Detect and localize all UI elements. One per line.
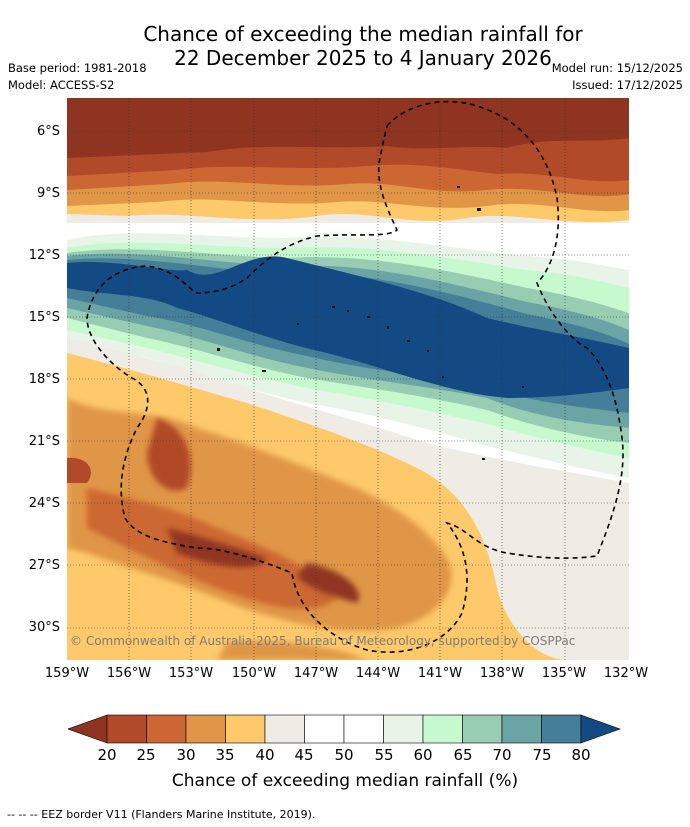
colorbar-cell	[225, 714, 266, 744]
lon-label: 138°W	[479, 666, 525, 681]
colorbar-cell	[106, 714, 147, 744]
lat-label: 21°S	[28, 434, 60, 449]
colorbar-tick: 50	[334, 746, 354, 764]
lon-label: 144°W	[355, 666, 401, 681]
lat-label: 18°S	[28, 372, 60, 387]
lat-label: 24°S	[28, 496, 60, 511]
lat-label: 9°S	[36, 186, 60, 201]
lon-label: 156°W	[106, 666, 152, 681]
colorbar-svg	[67, 714, 621, 744]
colorbar-cell	[383, 714, 424, 744]
rainfall-map	[67, 98, 629, 660]
north-dry-zone	[67, 98, 629, 223]
model-run: Model run: 15/12/2025	[551, 61, 683, 75]
colorbar-over-arrow	[580, 714, 621, 744]
lat-label: 6°S	[36, 124, 60, 139]
lon-label: 150°W	[231, 666, 277, 681]
central-wet-zone	[67, 233, 629, 478]
colorbar-cell	[501, 714, 542, 744]
lon-label: 153°W	[168, 666, 214, 681]
title-line-2: 22 December 2025 to 4 January 2026	[174, 46, 552, 70]
lon-label: 135°W	[541, 666, 587, 681]
lat-label: 15°S	[28, 310, 60, 325]
base-period: Base period: 1981-2018	[8, 61, 147, 75]
colorbar-cell	[541, 714, 582, 744]
colorbar-tick: 35	[215, 746, 235, 764]
south-dry-zone	[67, 338, 629, 660]
colorbar-tick: 25	[136, 746, 156, 764]
run-info: Model run: 15/12/2025 Issued: 17/12/2025	[552, 60, 683, 94]
lat-label: 27°S	[28, 558, 60, 573]
colorbar-tick: 80	[571, 746, 591, 764]
base-info: Base period: 1981-2018 Model: ACCESS-S2	[8, 60, 147, 94]
copyright-notice: © Commonwealth of Australia 2025, Bureau…	[70, 634, 576, 648]
issued-date: Issued: 17/12/2025	[572, 78, 683, 92]
model-name: Model: ACCESS-S2	[8, 78, 115, 92]
colorbar-cell	[343, 714, 384, 744]
lon-label: 159°W	[44, 666, 90, 681]
colorbar-tick: 30	[176, 746, 196, 764]
colorbar-cell	[462, 714, 503, 744]
map-title: Chance of exceeding the median rainfall …	[0, 22, 690, 70]
colorbar-tick: 40	[255, 746, 275, 764]
lat-label: 12°S	[28, 248, 60, 263]
colorbar-tick: 60	[413, 746, 433, 764]
colorbar-tick: 65	[453, 746, 473, 764]
colorbar-tick: 55	[374, 746, 394, 764]
colorbar	[67, 714, 622, 748]
colorbar-tick: 70	[492, 746, 512, 764]
colorbar-label: Chance of exceeding median rainfall (%)	[171, 771, 519, 791]
lon-label: 147°W	[293, 666, 339, 681]
islands	[217, 186, 524, 460]
colorbar-tick: 45	[294, 746, 314, 764]
colorbar-cell	[264, 714, 305, 744]
graticule	[67, 98, 629, 660]
title-line-1: Chance of exceeding the median rainfall …	[143, 22, 583, 46]
map-canvas	[67, 98, 629, 660]
colorbar-cell	[304, 714, 345, 744]
eez-border	[86, 100, 624, 653]
colorbar-cell	[146, 714, 187, 744]
lon-label: 132°W	[603, 666, 649, 681]
colorbar-under-arrow	[67, 714, 108, 744]
lat-label: 30°S	[28, 620, 60, 635]
eez-legend-note: -- -- -- EEZ border V11 (Flanders Marine…	[7, 808, 316, 821]
colorbar-tick: 75	[532, 746, 552, 764]
colorbar-tick: 20	[97, 746, 117, 764]
colorbar-cell	[422, 714, 463, 744]
lon-label: 141°W	[417, 666, 463, 681]
colorbar-cell	[185, 714, 226, 744]
